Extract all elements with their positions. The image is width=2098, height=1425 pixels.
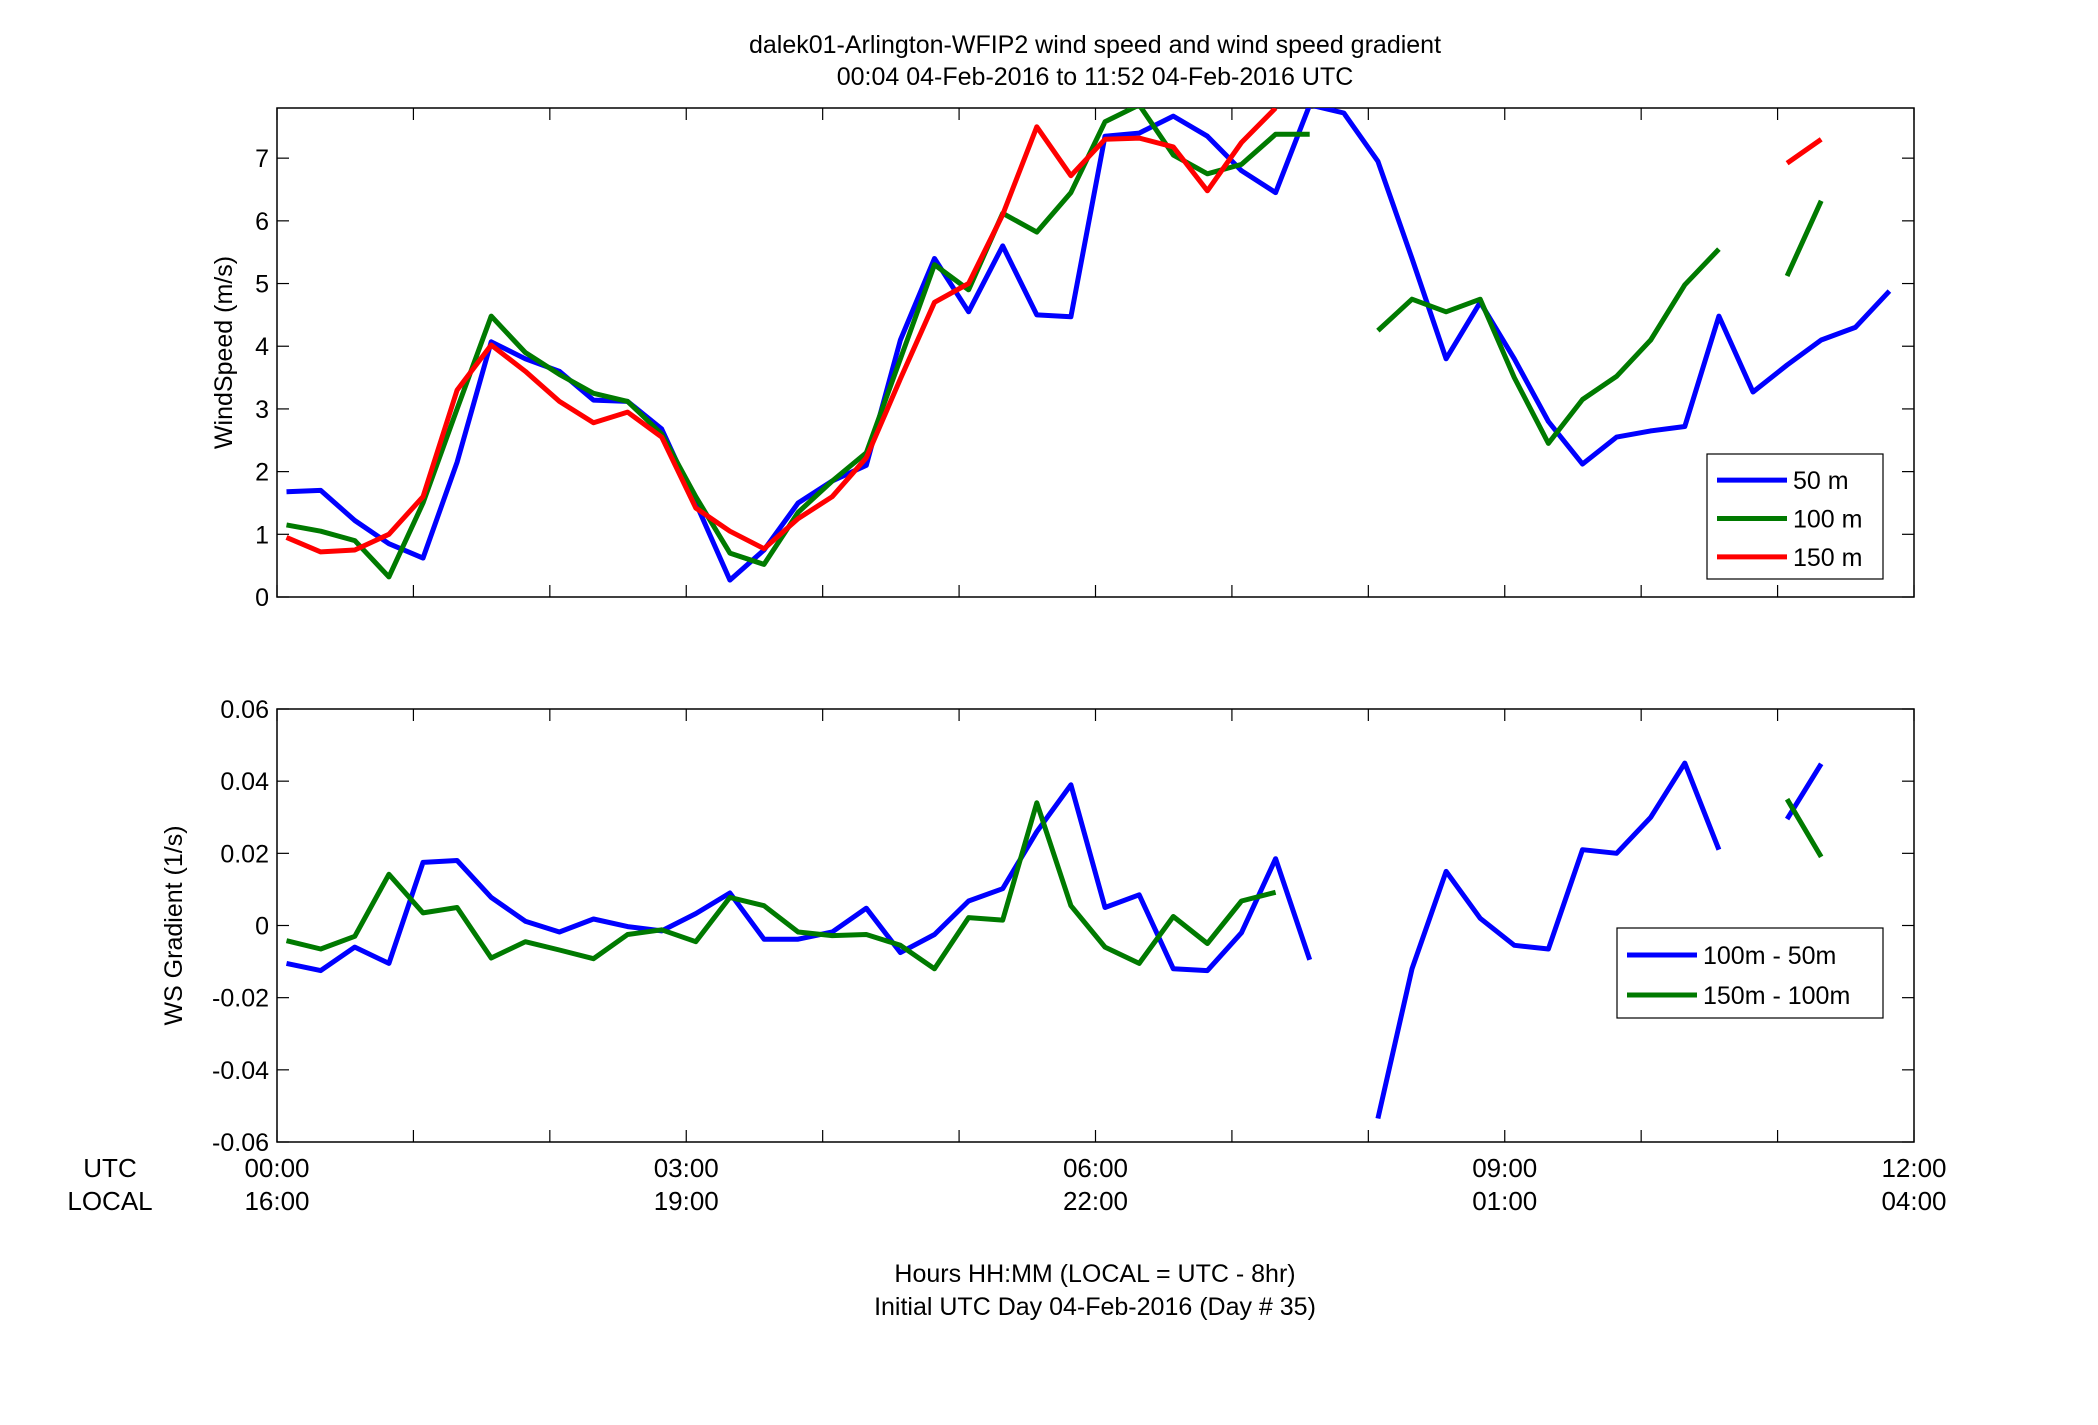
- y-axis-label: WS Gradient (1/s): [160, 825, 188, 1025]
- local-tick-label: 01:00: [1472, 1186, 1537, 1216]
- figure-title-line1: dalek01-Arlington-WFIP2 wind speed and w…: [749, 31, 1441, 59]
- y-tick-label: 2: [255, 459, 269, 487]
- local-tick-labels: 16:00 19:00 22:00 01:00 04:00: [244, 1186, 1946, 1216]
- series-line-150m-100m: [285, 797, 1824, 972]
- utc-tick-label: 00:00: [244, 1153, 309, 1183]
- y-tick-label: 0: [255, 584, 269, 612]
- figure-title-line2: 00:04 04-Feb-2016 to 11:52 04-Feb-2016 U…: [837, 63, 1354, 91]
- legend-label: 100 m: [1793, 506, 1862, 534]
- y-tick-label: -0.06: [212, 1129, 269, 1157]
- y-tick-label: 0.04: [220, 768, 269, 796]
- series-line-100m: [286, 108, 1824, 580]
- local-tick-label: 04:00: [1881, 1186, 1946, 1216]
- utc-tick-label: 03:00: [654, 1153, 719, 1183]
- y-axis-label: WindSpeed (m/s): [210, 256, 238, 449]
- utc-row-label: UTC: [83, 1153, 136, 1183]
- utc-tick-label: 12:00: [1881, 1153, 1946, 1183]
- local-tick-label: 22:00: [1063, 1186, 1128, 1216]
- y-tick-label: -0.04: [212, 1057, 269, 1085]
- y-tick-label: 3: [255, 396, 269, 424]
- series-line-150m: [285, 108, 1823, 555]
- gradient-plot: -0.06 -0.04 -0.02 0 0.02 0.04 0.06 WS Gradient …: [160, 696, 1915, 1157]
- legend-label: 150 m: [1793, 544, 1862, 572]
- y-tick-label: 0: [255, 913, 269, 941]
- y-tick-label: 6: [255, 208, 269, 236]
- local-tick-label: 16:00: [244, 1186, 309, 1216]
- y-tick-label: 1: [255, 521, 269, 549]
- utc-tick-label: 09:00: [1472, 1153, 1537, 1183]
- y-tick-label: -0.02: [212, 985, 269, 1013]
- legend-label: 50 m: [1793, 467, 1849, 495]
- windspeed-plot: 0 1 2 3 4 5 6 7 WindSpeed (m/s) 50 m 100 m 150 m: [210, 107, 1915, 612]
- y-tick-label: 5: [255, 271, 269, 299]
- series-line-100m-50m: [285, 760, 1824, 1120]
- y-tick-label: 0.02: [220, 840, 269, 868]
- y-tick-label: 7: [255, 145, 269, 173]
- utc-tick-labels: 00:00 03:00 06:00 09:00 12:00: [244, 1153, 1946, 1183]
- legend: 100m - 50m 150m - 100m: [1616, 927, 1884, 1019]
- local-tick-label: 19:00: [654, 1186, 719, 1216]
- x-axis-label-line2: Initial UTC Day 04-Feb-2016 (Day # 35): [874, 1293, 1316, 1321]
- local-row-label: LOCAL: [67, 1186, 152, 1216]
- y-tick-label: 0.06: [220, 696, 269, 724]
- legend: 50 m 100 m 150 m: [1706, 453, 1884, 580]
- utc-tick-label: 06:00: [1063, 1153, 1128, 1183]
- legend-label: 150m - 100m: [1703, 982, 1850, 1010]
- plot-frame: [276, 708, 1915, 1143]
- x-axis-label-line1: Hours HH:MM (LOCAL = UTC - 8hr): [894, 1260, 1295, 1288]
- legend-label: 100m - 50m: [1703, 942, 1836, 970]
- y-tick-label: 4: [255, 333, 269, 361]
